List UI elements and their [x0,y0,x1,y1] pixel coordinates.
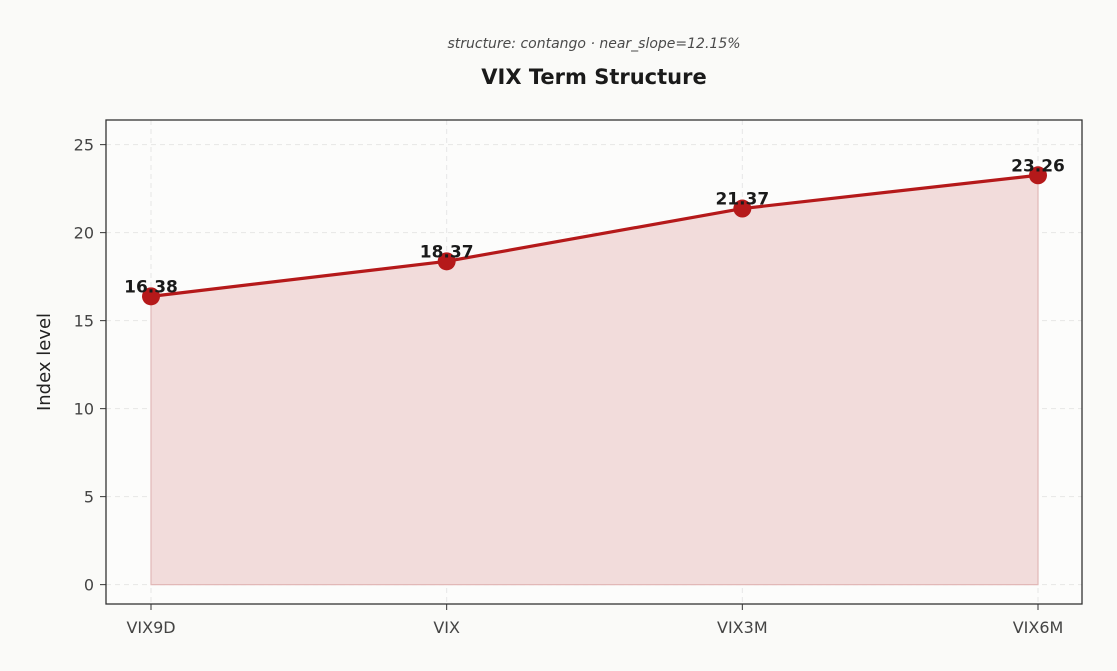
plot-frame [105,119,1083,605]
data-label: 21.37 [715,190,769,210]
x-tick-label: VIX3M [717,618,768,637]
chart-subtitle: structure: contango · near_slope=12.15% [447,36,740,52]
y-tick-label: 20 [74,224,94,243]
data-point [1029,166,1047,185]
y-tick-label: 5 [84,488,94,507]
plot-area: 16.38 18.37 21.37 23.26 0 5 10 15 20 25 VIX9D VIX VI… [74,119,1083,637]
y-axis-label: Index level [34,313,55,411]
series-line [150,173,1039,298]
x-tick-label: VIX [433,618,460,637]
data-point [437,252,456,271]
data-label: 16.38 [124,277,178,297]
x-tick-label: VIX9D [126,618,175,637]
data-label: 23.26 [1011,156,1065,176]
data-label: 18.37 [420,242,474,262]
y-tick-label: 25 [74,136,94,155]
y-tick-label: 0 [84,576,94,595]
x-tick-label: VIX6M [1013,618,1064,637]
y-tick-label: 15 [74,312,94,331]
chart-title: VIX Term Structure [481,65,706,89]
data-point [733,199,752,218]
data-point [142,287,160,306]
y-tick-label: 10 [74,400,94,419]
